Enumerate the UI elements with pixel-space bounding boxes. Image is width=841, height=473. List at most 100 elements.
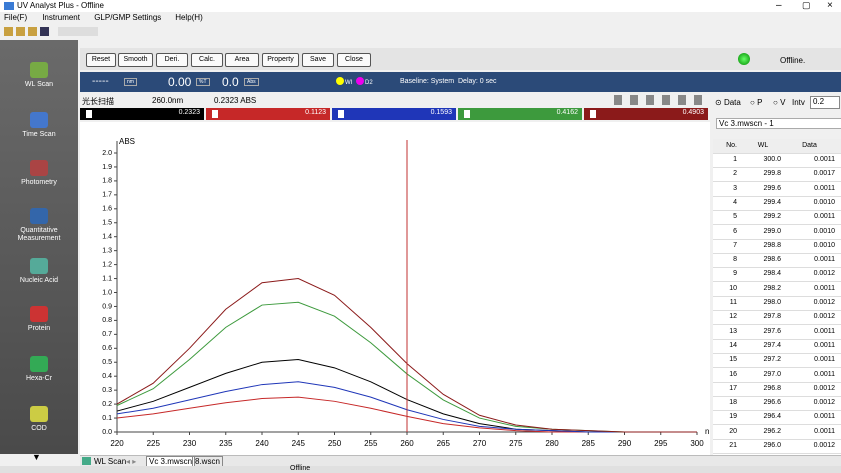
table-row[interactable]: 12 297.8 0.0012 bbox=[713, 310, 841, 326]
series-marker[interactable] bbox=[338, 110, 344, 118]
table-cell: 296.6 bbox=[763, 399, 781, 407]
sidebar-label[interactable]: Protein bbox=[27, 325, 51, 332]
series-marker[interactable] bbox=[464, 110, 470, 118]
table-row[interactable]: 21 296.0 0.0012 bbox=[713, 439, 841, 454]
sidebar-icon[interactable] bbox=[30, 258, 48, 274]
menu-item[interactable]: Instrument bbox=[42, 13, 80, 22]
table-row[interactable]: 1 300.0 0.0011 bbox=[713, 153, 841, 168]
sidebar-icon[interactable] bbox=[30, 62, 48, 78]
table-cell: 296.8 bbox=[763, 384, 781, 392]
menu-item[interactable]: Settings bbox=[132, 13, 162, 22]
table-row[interactable]: 16 297.0 0.0011 bbox=[713, 368, 841, 383]
y-tick-label: 1.1 bbox=[102, 275, 112, 282]
menu-item[interactable]: File(F) bbox=[4, 13, 28, 22]
table-row[interactable]: 3 299.6 0.0011 bbox=[713, 182, 841, 197]
table-row[interactable]: 2 299.8 0.0017 bbox=[713, 167, 841, 183]
series-marker[interactable] bbox=[590, 110, 596, 118]
toolbar-button[interactable]: Area bbox=[225, 53, 259, 67]
toolbar-button[interactable]: Close bbox=[337, 53, 371, 67]
lamp-icon bbox=[356, 77, 364, 85]
sidebar-icon[interactable] bbox=[30, 356, 48, 372]
tool-icon[interactable] bbox=[4, 27, 13, 36]
table-cell: 299.4 bbox=[763, 198, 781, 206]
table-row[interactable]: 7 298.8 0.0010 bbox=[713, 239, 841, 254]
sidebar-label[interactable]: Time Scan bbox=[22, 131, 56, 138]
table-cell: 297.0 bbox=[763, 370, 781, 378]
table-row[interactable]: 8 298.6 0.0011 bbox=[713, 253, 841, 269]
zoom-tools[interactable] bbox=[614, 95, 702, 105]
tool-icon[interactable] bbox=[28, 27, 37, 36]
series-marker[interactable] bbox=[212, 110, 218, 118]
x-tick-label: 255 bbox=[364, 439, 378, 448]
table-row[interactable]: 4 299.4 0.0010 bbox=[713, 196, 841, 211]
table-row[interactable]: 19 296.4 0.0011 bbox=[713, 410, 841, 426]
sidebar-label[interactable]: Quantitative Measurement bbox=[17, 227, 61, 242]
table-cell: 15 bbox=[729, 356, 737, 364]
table-cell: 9 bbox=[733, 270, 737, 278]
sidebar-label[interactable]: Photometry bbox=[21, 179, 57, 186]
title-bar: UV Analyst Plus - Offline – ▢ × bbox=[0, 0, 841, 12]
intv-label: Intv bbox=[792, 98, 805, 107]
table-row[interactable]: 6 299.0 0.0010 bbox=[713, 225, 841, 240]
tab[interactable]: WL Scan bbox=[94, 457, 127, 466]
x-tick-label: 225 bbox=[147, 439, 161, 448]
sidebar-label[interactable]: COD bbox=[31, 425, 47, 432]
table-cell: 296.2 bbox=[763, 427, 781, 435]
sidebar-icon[interactable] bbox=[30, 112, 48, 128]
toolbar-button[interactable]: Calc. bbox=[191, 53, 223, 67]
table-row[interactable]: 18 296.6 0.0012 bbox=[713, 396, 841, 412]
menu-item[interactable]: Help(H) bbox=[175, 13, 203, 22]
table-row[interactable]: 17 296.8 0.0012 bbox=[713, 382, 841, 397]
minimize[interactable]: – bbox=[776, 0, 782, 11]
table-row[interactable]: 5 299.2 0.0011 bbox=[713, 210, 841, 226]
sidebar-dropdown[interactable]: ▼ bbox=[32, 452, 41, 462]
table-row[interactable]: 14 297.4 0.0011 bbox=[713, 339, 841, 354]
x-tick-label: 230 bbox=[183, 439, 197, 448]
option-v[interactable]: ○ V bbox=[773, 98, 786, 107]
cursor-wl: 260.0nm bbox=[152, 96, 184, 105]
toolbar-button[interactable]: Deri. bbox=[156, 53, 188, 67]
table-row[interactable]: 15 297.2 0.0011 bbox=[713, 353, 841, 369]
toolbar-button[interactable]: Reset bbox=[86, 53, 116, 67]
table-row[interactable]: 13 297.6 0.0011 bbox=[713, 325, 841, 340]
table-row[interactable]: 9 298.4 0.0012 bbox=[713, 267, 841, 283]
option-p[interactable]: ○ P bbox=[750, 98, 763, 107]
file-select[interactable]: Vc 3.mwscn - 1 bbox=[716, 118, 841, 129]
table-row[interactable]: 11 298.0 0.0012 bbox=[713, 296, 841, 311]
sidebar-label[interactable]: WL Scan bbox=[24, 81, 54, 88]
tab-icon bbox=[82, 457, 91, 465]
toolbar-button[interactable]: Property bbox=[262, 53, 299, 67]
sidebar-icon[interactable] bbox=[30, 306, 48, 322]
table-cell: 0.0012 bbox=[813, 399, 835, 407]
lamp-icon bbox=[336, 77, 344, 85]
menu-item[interactable]: GLP/GMP bbox=[94, 13, 131, 22]
series-marker[interactable] bbox=[86, 110, 92, 118]
sidebar-icon[interactable] bbox=[30, 160, 48, 176]
table-row[interactable]: 20 296.2 0.0011 bbox=[713, 425, 841, 440]
sidebar-icon[interactable] bbox=[30, 208, 48, 224]
tool-icon[interactable] bbox=[40, 27, 49, 36]
intv-input[interactable]: 0.2 bbox=[810, 96, 840, 109]
option-data[interactable]: ⊙ Data bbox=[715, 98, 741, 107]
lamp1: WI bbox=[345, 80, 353, 86]
toolbar-button[interactable]: Smooth bbox=[118, 53, 153, 67]
series-value: 0.4162 bbox=[556, 109, 578, 116]
table-cell: 1 bbox=[733, 156, 737, 163]
tool-icon[interactable] bbox=[16, 27, 25, 36]
spectrum-chart: ABS nm 0.0 0.1 0.2 0.3 0.4 0.5 0.6 0.7 0.8 0.9 1.0 1.… bbox=[80, 122, 710, 455]
sidebar-label[interactable]: Hexa-Cr bbox=[25, 375, 53, 382]
tab-nav[interactable]: ◂ ▸ bbox=[126, 457, 137, 466]
maximize[interactable]: ▢ bbox=[802, 0, 811, 10]
y-tick-label: 0.0 bbox=[102, 429, 112, 436]
sidebar-icon[interactable] bbox=[30, 406, 48, 422]
toolbar-button[interactable]: Save bbox=[302, 53, 334, 67]
table-cell: 0.0011 bbox=[814, 413, 835, 421]
sidebar-label[interactable]: Nucleic Acid bbox=[19, 277, 59, 284]
table-cell: 298.0 bbox=[763, 299, 781, 306]
close[interactable]: × bbox=[827, 0, 833, 11]
table-cell: 21 bbox=[729, 442, 737, 449]
table-cell: 297.8 bbox=[763, 313, 781, 321]
table-row[interactable]: 10 298.2 0.0011 bbox=[713, 282, 841, 297]
col-header: No. bbox=[726, 142, 737, 149]
